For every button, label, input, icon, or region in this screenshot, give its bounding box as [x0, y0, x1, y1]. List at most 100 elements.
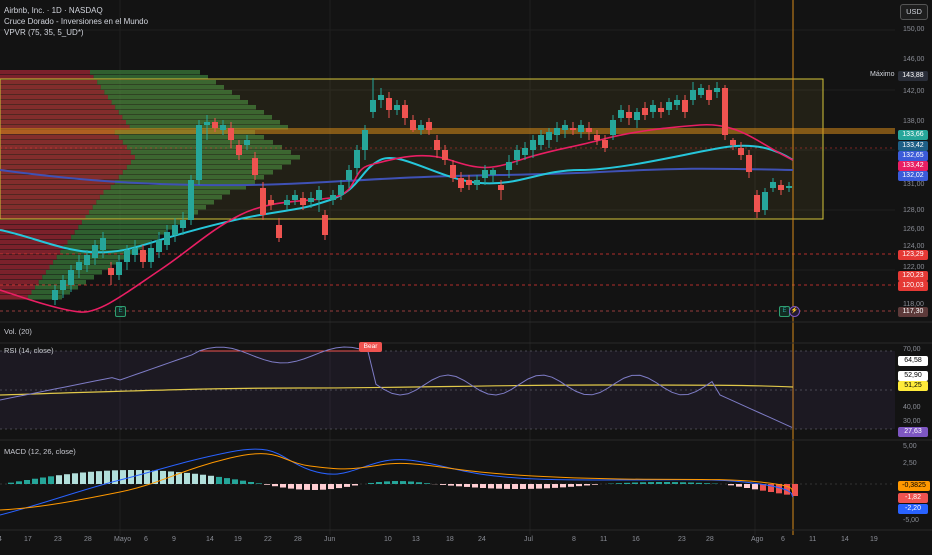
- date-label: Jul: [524, 536, 533, 543]
- macd-bar: [48, 476, 54, 484]
- macd-bar: [184, 473, 190, 484]
- macd-bar: [656, 482, 662, 484]
- candle: [514, 150, 520, 160]
- candle: [52, 290, 58, 300]
- candle: [220, 125, 226, 130]
- macd-bar: [56, 475, 62, 484]
- candle: [546, 132, 552, 140]
- candle: [698, 88, 704, 95]
- candle: [228, 128, 234, 140]
- candle: [578, 125, 584, 132]
- macd-bar: [792, 484, 798, 496]
- candle: [236, 145, 242, 155]
- candle: [618, 110, 624, 118]
- candle: [482, 170, 488, 178]
- rsi-tag: 64,58: [898, 356, 928, 366]
- candle: [418, 125, 424, 130]
- candle: [442, 150, 448, 160]
- indicator-vpvr[interactable]: VPVR (75, 35, 5_UD*): [4, 27, 148, 38]
- macd-bar: [544, 484, 550, 488]
- date-label: 23: [54, 536, 62, 543]
- date-label: 28: [706, 536, 714, 543]
- candle: [260, 188, 266, 215]
- candle: [506, 162, 512, 170]
- macd-bar: [336, 484, 342, 488]
- rsi-axis-label: 30,00: [903, 418, 921, 425]
- date-label: 11: [809, 536, 816, 543]
- candle: [108, 268, 114, 275]
- candle: [650, 105, 656, 112]
- macd-bar: [704, 483, 710, 484]
- candle: [562, 125, 568, 130]
- macd-bar: [304, 484, 310, 490]
- macd-bar: [512, 484, 518, 489]
- candle: [402, 105, 408, 118]
- macd-bar: [392, 481, 398, 484]
- candle: [594, 135, 600, 140]
- price-axis-label: 142,00: [903, 88, 924, 95]
- candle: [60, 280, 66, 290]
- candle: [498, 185, 504, 190]
- macd-bar: [632, 483, 638, 484]
- date-label: 19: [234, 536, 242, 543]
- macd-bar: [80, 472, 86, 484]
- macd-bar: [584, 484, 590, 485]
- macd-bar: [200, 475, 206, 484]
- candle: [188, 180, 194, 220]
- date-label: 14: [841, 536, 849, 543]
- candle: [714, 88, 720, 92]
- candle: [268, 200, 274, 205]
- earnings-badge[interactable]: E: [115, 306, 126, 317]
- candle: [386, 98, 392, 110]
- candle: [76, 262, 82, 270]
- candle: [180, 220, 186, 228]
- macd-bar: [664, 482, 670, 484]
- rsi-title[interactable]: RSI (14, close): [4, 346, 54, 355]
- candle: [458, 178, 464, 188]
- range-box: [0, 79, 823, 219]
- macd-bar: [568, 484, 574, 487]
- date-label: 13: [412, 536, 420, 543]
- macd-bar: [24, 480, 30, 484]
- rsi-tag: 51,25: [898, 381, 928, 391]
- candle: [690, 90, 696, 100]
- symbol-title[interactable]: Airbnb, Inc. · 1D · NASDAQ: [4, 5, 148, 16]
- candle: [354, 150, 360, 168]
- macd-bar: [328, 484, 334, 489]
- date-label: 17: [24, 536, 32, 543]
- date-label: 14: [206, 536, 214, 543]
- price-tag: 133,42: [898, 141, 928, 151]
- currency-badge[interactable]: USD: [900, 4, 928, 20]
- candle: [634, 112, 640, 120]
- macd-bar: [464, 484, 470, 487]
- max-label: Máximo: [870, 71, 895, 78]
- macd-bar: [232, 479, 238, 484]
- macd-title[interactable]: MACD (12, 26, close): [4, 447, 76, 456]
- macd-bar: [40, 477, 46, 484]
- macd-bar: [488, 484, 494, 488]
- candle: [124, 250, 130, 262]
- candle: [586, 128, 592, 132]
- candle: [658, 108, 664, 112]
- macd-bar: [616, 483, 622, 484]
- macd-bar: [480, 484, 486, 488]
- volume-title[interactable]: Vol. (20): [4, 327, 32, 336]
- candle: [308, 198, 314, 202]
- macd-bar: [624, 483, 630, 484]
- candle: [164, 232, 170, 245]
- candle: [132, 248, 138, 255]
- macd-bar: [456, 484, 462, 486]
- macd-bar: [192, 474, 198, 484]
- candle: [450, 165, 456, 178]
- macd-bar: [216, 477, 222, 484]
- dividend-icon[interactable]: ⚡: [789, 306, 800, 317]
- candle: [746, 155, 752, 172]
- macd-bar: [536, 484, 542, 489]
- indicator-golden-cross[interactable]: Cruce Dorado - Inversiones en el Mundo: [4, 16, 148, 27]
- macd-bar: [408, 481, 414, 484]
- macd-bar: [592, 484, 598, 485]
- candle: [362, 130, 368, 150]
- date-label: 4: [0, 536, 2, 543]
